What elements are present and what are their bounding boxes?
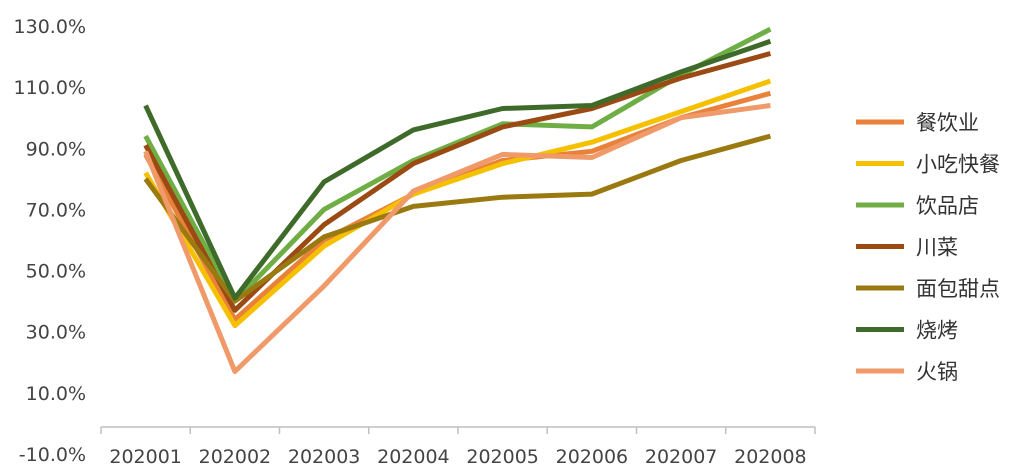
y-tick-label: 50.0% — [26, 261, 86, 283]
y-tick-label: 90.0% — [26, 138, 86, 160]
y-tick-label: -10.0% — [19, 444, 86, 466]
legend-label: 饮品店 — [916, 194, 979, 218]
y-axis: -10.0% 10.0% 30.0% 50.0% 70.0% 90.0% 110.0% 130… — [14, 16, 86, 466]
series-line — [143, 90, 772, 322]
y-tick-label: 10.0% — [26, 383, 86, 405]
y-tick-label: 110.0% — [14, 77, 86, 99]
x-tick-label: 202008 — [734, 446, 807, 468]
series-line — [143, 38, 772, 301]
legend-label: 面包甜点 — [916, 277, 1000, 301]
x-tick-label: 202007 — [645, 446, 718, 468]
x-tick-label: 202001 — [109, 446, 182, 468]
x-tick-label: 202003 — [288, 446, 361, 468]
series-line — [143, 51, 772, 313]
series-line — [143, 26, 772, 304]
series-lines — [143, 26, 772, 374]
x-axis: 202001 202002 202003 202004 202005 202006 2020… — [100, 426, 816, 468]
x-tick-label: 202005 — [466, 446, 539, 468]
x-tick-label: 202004 — [377, 446, 450, 468]
x-tick-label: 202006 — [556, 446, 629, 468]
legend-label: 川菜 — [916, 236, 958, 260]
y-tick-label: 130.0% — [14, 16, 86, 38]
legend-label: 火锅 — [916, 360, 958, 384]
series-line — [143, 133, 772, 304]
y-tick-label: 30.0% — [26, 322, 86, 344]
series-line — [143, 103, 771, 374]
series-line — [143, 78, 772, 329]
x-tick-label: 202002 — [199, 446, 272, 468]
legend-label: 餐饮业 — [916, 111, 979, 135]
y-tick-label: 70.0% — [26, 199, 86, 221]
legend-label: 小吃快餐 — [916, 153, 1000, 177]
legend-label: 烧烤 — [916, 319, 958, 343]
